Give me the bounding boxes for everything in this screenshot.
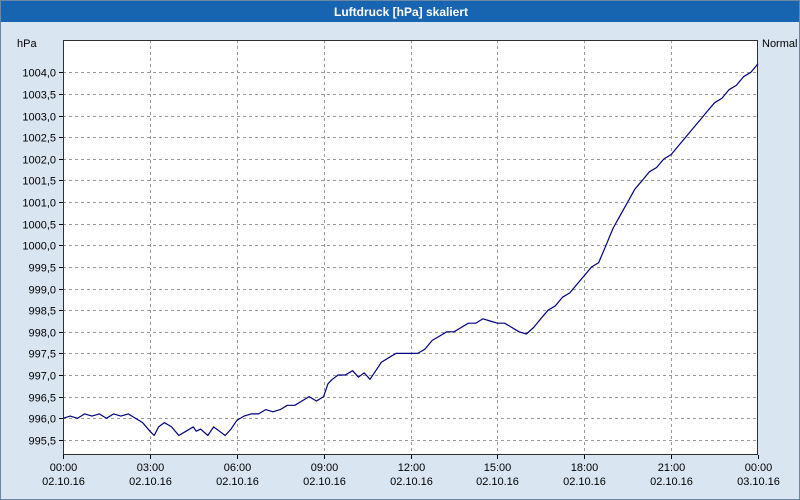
x-tick-date-label: 03.10.16 — [737, 476, 780, 488]
chart-area: 1004,0 1003,5 1003,0 1002,5 1002,0 1001,5 1001… — [1, 22, 799, 499]
x-tick-date-label: 02.10.16 — [650, 476, 693, 488]
y-tick-label: 999,5 — [28, 263, 56, 275]
gridlines — [63, 40, 758, 455]
y-tick-label: 996,5 — [28, 393, 56, 405]
x-tick-time-label: 09:00 — [311, 462, 339, 474]
plot-background — [63, 40, 758, 455]
x-tick-date-label: 02.10.16 — [129, 476, 172, 488]
x-tick-time-label: 15:00 — [484, 462, 512, 474]
y-tick-label: 1003,5 — [22, 90, 56, 102]
x-tick-date-label: 02.10.16 — [390, 476, 433, 488]
axis-labels: 1004,0 1003,5 1003,0 1002,5 1002,0 1001,5 1001… — [22, 68, 780, 489]
y-tick-label: 1004,0 — [22, 68, 56, 80]
y-axis-unit-label: hPa — [17, 38, 37, 50]
x-tick-date-label: 02.10.16 — [563, 476, 606, 488]
x-tick-time-label: 00:00 — [50, 462, 78, 474]
x-tick-date-label: 02.10.16 — [476, 476, 519, 488]
y-tick-label: 1001,5 — [22, 176, 56, 188]
series-label: Normal — [762, 38, 798, 50]
y-tick-label: 998,0 — [28, 328, 56, 340]
x-tick-time-label: 03:00 — [137, 462, 165, 474]
y-tick-label: 997,5 — [28, 349, 56, 361]
chart-svg: 1004,0 1003,5 1003,0 1002,5 1002,0 1001,5 1001… — [22, 40, 780, 489]
x-tick-time-label: 06:00 — [224, 462, 252, 474]
y-tick-label: 1000,0 — [22, 241, 56, 253]
x-tick-date-label: 02.10.16 — [216, 476, 259, 488]
y-tick-label: 998,5 — [28, 306, 56, 318]
y-tick-label: 999,0 — [28, 285, 56, 297]
y-tick-label: 996,0 — [28, 414, 56, 426]
y-tick-label: 1000,5 — [22, 220, 56, 232]
chart-title-bar: Luftdruck [hPa] skaliert — [1, 1, 799, 22]
y-tick-label: 1001,0 — [22, 198, 56, 210]
x-tick-time-label: 00:00 — [745, 462, 773, 474]
x-tick-time-label: 12:00 — [398, 462, 426, 474]
y-tick-label: 1002,5 — [22, 133, 56, 145]
plot-border — [63, 40, 758, 455]
x-tick-date-label: 02.10.16 — [303, 476, 346, 488]
pressure-line — [62, 63, 759, 437]
y-tick-label: 997,0 — [28, 371, 56, 383]
chart-title: Luftdruck [hPa] skaliert — [333, 4, 469, 19]
axis-ticks — [59, 72, 759, 459]
y-tick-label: 1003,0 — [22, 112, 56, 124]
x-tick-time-label: 21:00 — [658, 462, 686, 474]
y-tick-label: 995,5 — [28, 436, 56, 448]
x-tick-date-label: 02.10.16 — [42, 476, 85, 488]
x-tick-time-label: 18:00 — [571, 462, 599, 474]
y-tick-label: 1002,0 — [22, 155, 56, 167]
